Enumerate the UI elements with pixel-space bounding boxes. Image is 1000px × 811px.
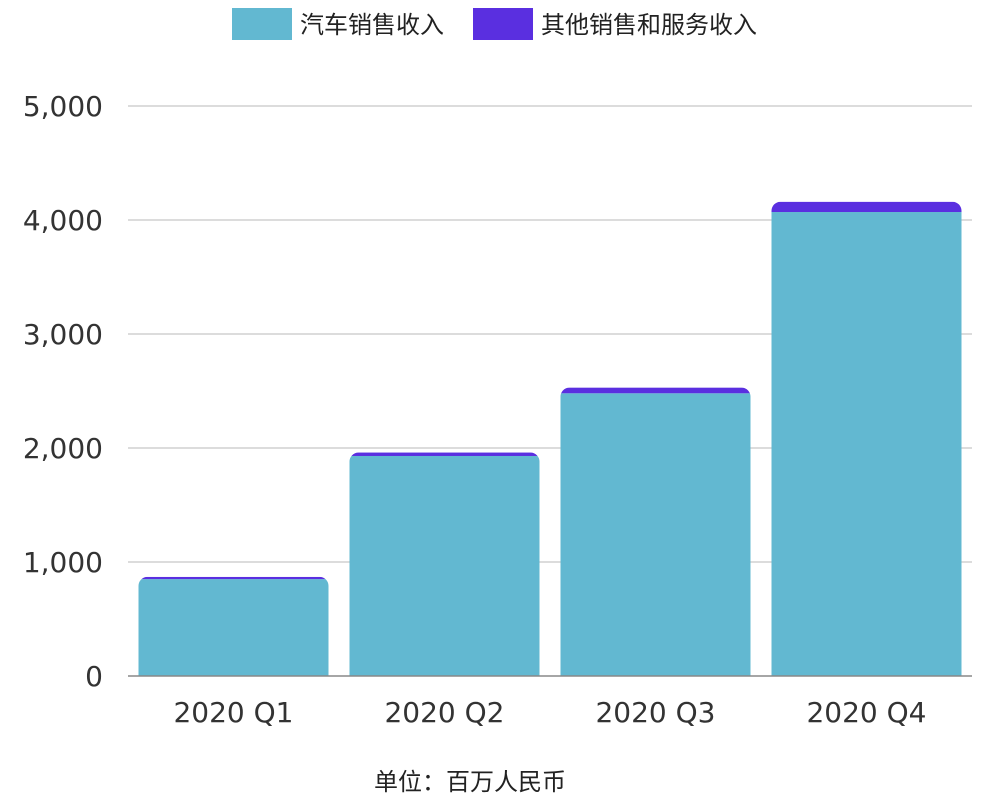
legend-swatch-vehicle-sales <box>232 8 292 40</box>
bar-stack <box>349 452 540 676</box>
bar-stack <box>138 576 329 676</box>
x-category-label: 2020 Q4 <box>806 696 926 729</box>
bar-stack <box>771 201 962 676</box>
bar-stack <box>560 387 751 676</box>
y-tick-label: 2,000 <box>23 432 103 465</box>
y-axis-ticks: 0 1,000 2,000 3,000 4,000 5,000 <box>23 90 103 693</box>
x-category-label: 2020 Q2 <box>384 696 504 729</box>
legend: 汽车销售收入 其他销售和服务收入 <box>232 8 757 40</box>
bar-vehicle-sales <box>560 393 751 676</box>
legend-label-other-revenue: 其他销售和服务收入 <box>541 11 757 39</box>
y-tick-label: 4,000 <box>23 204 103 237</box>
bar-vehicle-sales <box>138 579 329 676</box>
x-axis-labels: 2020 Q1 2020 Q2 2020 Q3 2020 Q4 <box>173 696 926 729</box>
unit-label: 单位：百万人民币 <box>374 768 566 796</box>
y-tick-label: 1,000 <box>23 546 103 579</box>
y-tick-label: 0 <box>85 660 103 693</box>
legend-label-vehicle-sales: 汽车销售收入 <box>300 11 444 39</box>
bar-other-revenue <box>771 201 962 213</box>
x-category-label: 2020 Q3 <box>595 696 715 729</box>
bar-vehicle-sales <box>349 455 540 676</box>
bar-other-revenue <box>349 452 540 456</box>
bars <box>138 201 962 676</box>
x-category-label: 2020 Q1 <box>173 696 293 729</box>
y-tick-label: 5,000 <box>23 90 103 123</box>
bar-other-revenue <box>560 387 751 394</box>
bar-vehicle-sales <box>771 212 962 676</box>
y-tick-label: 3,000 <box>23 318 103 351</box>
bar-other-revenue <box>138 576 329 580</box>
legend-swatch-other-revenue <box>473 8 533 40</box>
